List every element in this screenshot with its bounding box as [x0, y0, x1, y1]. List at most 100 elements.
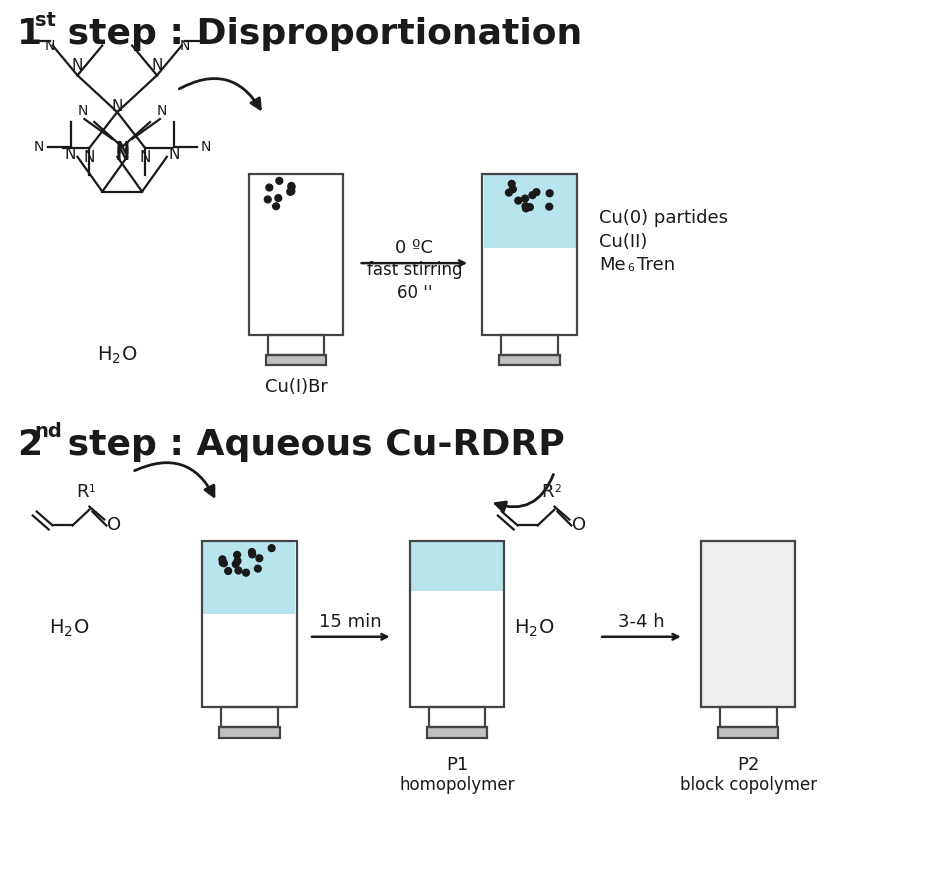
Text: N: N — [168, 148, 179, 163]
Bar — [429, 707, 486, 728]
Text: $_1$: $_1$ — [89, 480, 96, 495]
Bar — [204, 541, 295, 614]
Bar — [221, 707, 277, 728]
Text: 60 '': 60 '' — [397, 284, 432, 302]
Circle shape — [275, 194, 282, 202]
Bar — [222, 707, 276, 728]
Text: N: N — [115, 146, 129, 164]
Bar — [427, 728, 488, 738]
Bar — [720, 707, 776, 728]
Circle shape — [220, 560, 227, 567]
Text: block copolymer: block copolymer — [680, 776, 817, 794]
Bar — [220, 728, 278, 738]
Bar — [269, 335, 323, 354]
Bar — [267, 354, 325, 365]
Text: N: N — [78, 104, 88, 118]
Text: Cu(II): Cu(II) — [600, 233, 647, 251]
Circle shape — [233, 560, 239, 568]
Text: fast stirring: fast stirring — [366, 261, 462, 279]
Text: O: O — [107, 516, 121, 535]
Bar — [411, 541, 503, 707]
Circle shape — [254, 565, 262, 572]
Text: 2: 2 — [17, 428, 42, 462]
Circle shape — [509, 186, 517, 193]
Circle shape — [225, 568, 232, 575]
Bar — [248, 173, 344, 335]
Text: $_2$: $_2$ — [554, 480, 561, 495]
Circle shape — [219, 556, 226, 563]
Circle shape — [522, 202, 529, 210]
Text: 1: 1 — [17, 17, 42, 50]
Text: Cu(I)Br: Cu(I)Br — [264, 378, 328, 396]
Bar — [701, 541, 796, 707]
Circle shape — [515, 197, 522, 204]
Text: 3-4 h: 3-4 h — [617, 613, 664, 631]
Circle shape — [533, 188, 540, 195]
Text: R: R — [541, 483, 554, 500]
Text: N: N — [151, 57, 163, 72]
Circle shape — [234, 558, 241, 564]
Text: Cu(0) partides: Cu(0) partides — [600, 210, 729, 227]
Circle shape — [529, 192, 536, 199]
Bar — [721, 707, 775, 728]
Circle shape — [219, 560, 226, 566]
Text: nd: nd — [35, 423, 63, 441]
Circle shape — [505, 189, 513, 196]
Bar — [410, 541, 504, 707]
Text: N: N — [157, 104, 167, 118]
Bar — [719, 728, 777, 738]
Bar — [202, 541, 297, 707]
Circle shape — [527, 203, 533, 210]
Circle shape — [264, 196, 271, 202]
Circle shape — [256, 555, 262, 561]
Text: N: N — [179, 39, 190, 52]
Text: N: N — [45, 39, 55, 52]
Bar — [428, 728, 487, 738]
Text: N: N — [64, 148, 77, 163]
Text: N: N — [111, 99, 123, 114]
Circle shape — [276, 178, 283, 184]
Circle shape — [266, 184, 273, 191]
Bar — [718, 728, 778, 738]
Bar — [484, 173, 575, 335]
Text: st: st — [35, 11, 56, 30]
Text: N: N — [34, 140, 44, 154]
Circle shape — [234, 552, 241, 559]
Text: N: N — [84, 150, 95, 165]
Text: $_6$: $_6$ — [627, 259, 635, 274]
Circle shape — [508, 180, 516, 187]
Text: N: N — [72, 57, 83, 72]
Circle shape — [546, 190, 553, 196]
Circle shape — [243, 569, 249, 576]
Bar — [204, 541, 295, 707]
Text: homopolymer: homopolymer — [400, 776, 515, 794]
Bar — [502, 335, 558, 354]
Bar — [501, 354, 559, 365]
Bar — [268, 335, 324, 354]
Bar — [219, 728, 279, 738]
Bar — [502, 335, 557, 354]
Text: N: N — [139, 150, 150, 165]
Circle shape — [248, 549, 255, 555]
Text: 15 min: 15 min — [319, 613, 382, 631]
Circle shape — [235, 568, 242, 574]
Text: N: N — [115, 140, 129, 158]
Circle shape — [545, 203, 553, 210]
Bar — [702, 541, 794, 707]
Bar — [250, 173, 342, 335]
Text: H$_2$O: H$_2$O — [50, 618, 90, 639]
Bar — [482, 173, 577, 335]
Circle shape — [288, 184, 295, 190]
Circle shape — [288, 182, 295, 189]
Circle shape — [268, 545, 275, 552]
Bar — [266, 354, 326, 365]
Bar — [484, 173, 575, 248]
Text: H$_2$O: H$_2$O — [515, 618, 555, 639]
Text: P2: P2 — [737, 756, 759, 774]
Text: 0 ºC: 0 ºC — [395, 240, 433, 257]
Text: O: O — [573, 516, 587, 535]
Circle shape — [523, 205, 530, 212]
Bar — [411, 541, 503, 591]
Text: Tren: Tren — [637, 256, 675, 274]
Circle shape — [273, 202, 279, 210]
